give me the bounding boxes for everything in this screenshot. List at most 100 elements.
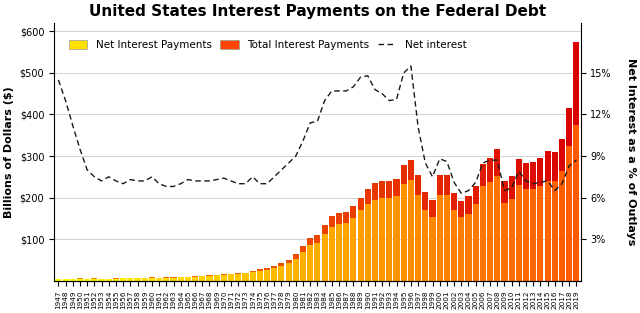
Bar [552,181,558,281]
Bar [444,175,450,195]
Bar [573,125,579,281]
Bar [292,254,299,259]
Bar [379,181,385,198]
Bar [271,266,277,268]
Bar [516,159,522,185]
Bar [63,279,68,281]
Bar [300,246,306,252]
Bar [192,277,198,281]
Bar [77,279,83,281]
Bar [365,204,371,281]
Bar [465,214,472,281]
Bar [523,189,529,281]
Bar [84,279,90,281]
Bar [336,213,342,224]
Bar [55,279,61,281]
Bar [494,149,500,176]
Bar [487,182,493,281]
Bar [106,279,112,281]
Bar [207,276,212,281]
Bar [278,264,285,266]
Bar [285,260,292,263]
Bar [394,196,399,281]
Bar [149,278,155,281]
Bar [436,195,443,281]
Bar [199,276,205,281]
Bar [321,225,328,234]
Bar [214,275,220,281]
Bar [221,275,227,281]
Bar [379,198,385,281]
Bar [415,175,421,195]
Bar [566,146,572,281]
Bar [329,227,335,281]
Bar [250,272,256,281]
Bar [516,185,522,281]
Bar [408,160,414,181]
Bar [235,273,241,274]
Bar [530,162,536,188]
Bar [350,206,356,218]
Bar [472,186,479,204]
Bar [501,181,508,203]
Bar [566,108,572,146]
Bar [545,181,550,281]
Bar [314,243,321,281]
Bar [501,203,508,281]
Bar [307,245,313,281]
Bar [573,42,579,125]
Bar [436,175,443,195]
Bar [257,271,263,281]
Bar [113,279,119,281]
Bar [264,269,270,281]
Bar [530,188,536,281]
Bar [394,179,399,196]
Bar [235,274,241,281]
Bar [141,278,148,281]
Bar [429,217,436,281]
Bar [178,277,184,281]
Bar [494,176,500,281]
Bar [221,274,227,275]
Bar [559,171,565,281]
Bar [329,216,335,227]
Bar [401,184,407,281]
Bar [156,278,162,281]
Bar [523,163,529,189]
Bar [321,234,328,281]
Bar [408,181,414,281]
Bar [487,158,493,182]
Legend: Net Interest Payments, Total Interest Payments, Net interest: Net Interest Payments, Total Interest Pa… [65,36,470,54]
Bar [451,210,457,281]
Bar [444,195,450,281]
Bar [271,268,277,281]
Bar [559,139,565,171]
Bar [350,218,356,281]
Bar [387,181,392,198]
Bar [278,266,285,281]
Y-axis label: Billions of Dollars ($): Billions of Dollars ($) [4,86,14,218]
Bar [163,278,170,281]
Bar [372,183,378,200]
Bar [372,200,378,281]
Bar [250,270,256,272]
Bar [480,164,486,187]
Bar [264,268,270,269]
Bar [134,278,141,281]
Bar [292,259,299,281]
Bar [401,165,407,184]
Bar [538,158,543,186]
Bar [552,152,558,181]
Bar [509,177,515,199]
Bar [70,279,76,281]
Bar [307,238,313,245]
Bar [228,275,234,281]
Bar [185,277,191,281]
Bar [509,199,515,281]
Bar [343,223,349,281]
Bar [300,252,306,281]
Bar [257,269,263,271]
Bar [127,278,133,281]
Bar [365,189,371,204]
Bar [415,195,421,281]
